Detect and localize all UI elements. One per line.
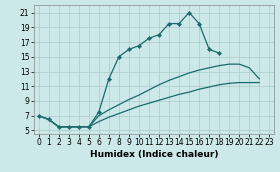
X-axis label: Humidex (Indice chaleur): Humidex (Indice chaleur) [90, 150, 218, 159]
